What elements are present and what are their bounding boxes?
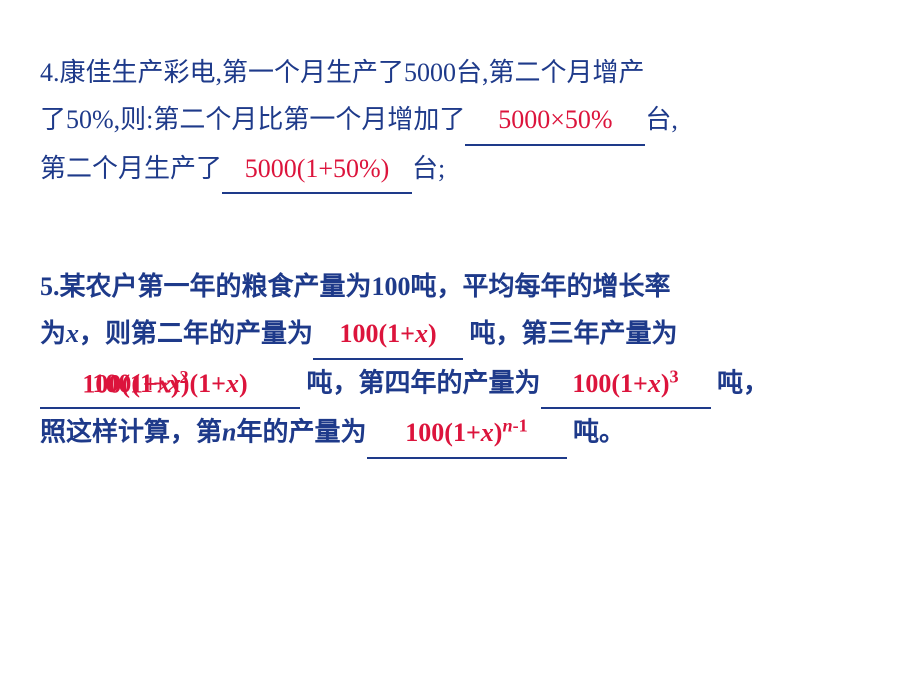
p4-blank-2: 5000(1+50%) [222,146,412,195]
p4-answer-2: 5000(1+50%) [245,154,390,183]
p4-blank-1: 5000×50% [465,97,645,146]
p5-answer-2-overlap: 100(1+x)(1+x) 100(1+x)2 [92,361,247,408]
p5-text-2b: ，则第二年的产量为 [79,319,313,348]
p5-var-x-1: x [66,319,79,348]
p5-var-n: n [222,418,236,447]
p5-blank-1: 100(1+x) [313,311,463,360]
p5-blank-4: 100(1+x)n-1 [367,409,567,458]
p5-text-1: 5.某农户第一年的粮食产量为100吨，平均每年的增长率 [40,272,671,301]
p4-text-2: 了50%,则:第二个月比第一个月增加了 [40,105,465,134]
p5-text-2c: 吨，第三年产量为 [470,319,678,348]
p5-text-2a: 为 [40,319,66,348]
p4-text-1: 4.康佳生产彩电,第一个月生产了5000台,第二个月增产 [40,58,645,87]
p5-blank-3: 100(1+x)3 [541,360,711,409]
p5-answer-1: 100(1+x) [339,319,436,348]
p4-text-5: 台; [412,154,445,183]
p5-answer-3: 100(1+x)3 [572,369,678,398]
problem-4: 4.康佳生产彩电,第一个月生产了5000台,第二个月增产 了50%,则:第二个月… [40,50,880,194]
p5-text-4c: 吨。 [573,418,625,447]
p5-text-4b: 年的产量为 [236,418,366,447]
p4-text-3: 台, [645,105,678,134]
p5-text-4a: 照这样计算，第 [40,418,222,447]
p5-text-3c: 吨， [717,369,769,398]
p5-answer-4: 100(1+x)n-1 [405,418,527,447]
p5-text-3b: 吨，第四年的产量为 [307,369,541,398]
p4-text-4: 第二个月生产了 [40,154,222,183]
p5-answer-2a: 100(1+x)2 [82,361,188,408]
p4-answer-1: 5000×50% [498,105,612,134]
problem-5: 5.某农户第一年的粮食产量为100吨，平均每年的增长率 为x，则第二年的产量为 1… [40,264,880,459]
p5-blank-2: 100(1+x)(1+x) 100(1+x)2 [40,361,300,410]
